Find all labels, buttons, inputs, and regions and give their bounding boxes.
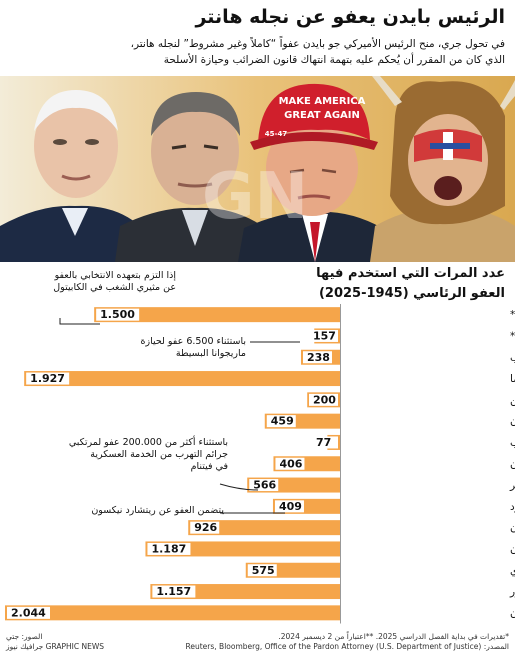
- value-label-box: [309, 393, 338, 406]
- value-label-box: [302, 351, 332, 364]
- value-label: 200: [313, 393, 336, 406]
- value-label-box: [309, 329, 338, 342]
- annotation-leader: [219, 483, 259, 491]
- value-label: 77: [316, 436, 331, 449]
- category-label: دونالد ترامب: [510, 352, 515, 364]
- category-label: دونالد ترامب*: [510, 309, 515, 321]
- watermark-logo: GN: [202, 160, 308, 234]
- chart-heading-line: عدد المرات التي استخدم فيها: [316, 266, 505, 281]
- header-photo-collage: MAKE AMERICA GREAT AGAIN 45-47 GN: [0, 76, 515, 262]
- annotation-line: باستثناء 6.500 عفو لحيازة: [140, 336, 246, 347]
- subtitle: في تحول جري، منح الرئيس الأميركي جو بايد…: [10, 36, 505, 68]
- annotation-line: جرائم التهرب من الخدمة العسكرية: [90, 449, 228, 460]
- hat-text: GREAT AGAIN: [284, 110, 360, 121]
- annotation: إذا التزم بتعهده الانتخابي بالعفو عن مثير…: [6, 270, 176, 294]
- bar: [150, 584, 340, 600]
- value-label: 459: [271, 415, 294, 428]
- value-label: 157: [313, 329, 336, 342]
- annotation-line: ماريجوانا البسيطة: [175, 348, 246, 359]
- bar: [94, 307, 341, 323]
- category-label: جون أف. كينيدي: [510, 563, 515, 577]
- source-line: المصدر: Reuters, Bloomberg, Office of th…: [185, 642, 510, 651]
- hat-text: MAKE AMERICA: [279, 96, 366, 107]
- value-label-box: [249, 479, 279, 492]
- category-label: جورج بوش الأب: [510, 436, 515, 449]
- value-label-box: [266, 415, 296, 428]
- category-label: بيل كلينتون: [510, 416, 515, 428]
- category-label: جيمي كارتر: [509, 480, 515, 492]
- portrait-hunter: [115, 92, 270, 262]
- value-label: 575: [252, 564, 275, 577]
- category-label: جيرالد فورد: [510, 501, 515, 513]
- source-note: *تقديرات في بداية الفصل الدراسي 2025. **…: [179, 632, 510, 652]
- bar: [24, 371, 341, 387]
- photo-credit: الصور: جتي: [6, 632, 43, 641]
- value-label: 238: [307, 351, 330, 364]
- annotation-line: يتضمن العفو عن ريتشارد نيكسون: [91, 505, 224, 516]
- value-label: 1.927: [30, 372, 65, 385]
- annotation: يتضمن العفو عن ريتشارد نيكسون: [44, 505, 224, 517]
- annotation-line: باستثناء أكثر من 200.000 عفو لمرتكبي: [68, 437, 228, 448]
- value-label: 926: [194, 521, 217, 534]
- hat-text: 45-47: [265, 130, 288, 138]
- value-label: 1.187: [151, 542, 186, 555]
- annotation-line: إذا التزم بتعهده الانتخابي بالعفو: [54, 270, 176, 281]
- portrait-trump: MAKE AMERICA GREAT AGAIN 45-47: [238, 83, 388, 262]
- value-label-box: [7, 606, 50, 619]
- credit-note: الصور: جتي GRAPHIC NEWS جرافيك نيوز: [6, 632, 176, 652]
- category-label: جو بايدن**: [510, 330, 515, 342]
- chart-heading-line: العفو الرئاسي (1945-2025): [318, 286, 505, 301]
- value-label-box: [26, 372, 70, 385]
- portrait-biden: [0, 90, 140, 262]
- annotation-line: في فيتنام: [190, 461, 228, 472]
- publisher-credit: GRAPHIC NEWS جرافيك نيوز: [6, 642, 105, 651]
- value-label: 1.500: [100, 308, 135, 321]
- value-label-box: [147, 542, 191, 555]
- category-label: رونالد ريغان: [510, 458, 515, 470]
- value-label-box: [312, 436, 338, 449]
- portrait-capitol-rioter: [370, 76, 515, 262]
- value-label: 406: [279, 457, 302, 470]
- value-label-box: [274, 500, 304, 513]
- value-label-box: [275, 457, 305, 470]
- category-label: ليندون جونسون: [510, 543, 515, 555]
- subtitle-line: الذي كان من المقرر أن يُحكم عليه بتهمة ا…: [163, 54, 505, 66]
- annotation-line: عن مثيري الشغب في الكابيتول: [53, 282, 176, 293]
- category-label: دوايت د. أيزنهاور: [509, 584, 515, 598]
- value-label-box: [190, 521, 220, 534]
- value-label-box: [247, 564, 277, 577]
- value-label: 409: [279, 500, 302, 513]
- bar: [188, 520, 340, 536]
- bar: [145, 541, 340, 557]
- chart-title: الرئيس بايدن يعفو عن نجله هانتر: [195, 6, 505, 28]
- chart-heading: عدد المرات التي استخدم فيها العفو الرئاس…: [295, 264, 505, 304]
- annotation-leader: [59, 318, 100, 325]
- value-label-box: [96, 308, 140, 321]
- footnote: *تقديرات في بداية الفصل الدراسي 2025. **…: [278, 632, 509, 641]
- category-label: هاري س. ترومان: [510, 607, 515, 619]
- bar: [5, 605, 340, 621]
- annotation: باستثناء 6.500 عفو لحيازة ماريجوانا البسي…: [96, 336, 246, 360]
- category-label: باراك أوباما: [510, 371, 515, 385]
- pardons-bar-chart: 1.500 دونالد ترامب* 157 جو بايدن** 238 دونالد…: [5, 304, 515, 624]
- annotation: باستثناء أكثر من 200.000 عفو لمرتكبي جرائ…: [28, 437, 228, 473]
- category-label: ريتشارد نيكسون: [510, 522, 515, 534]
- category-label: جورج بوش الإبن: [510, 394, 515, 406]
- value-label: 566: [253, 479, 276, 492]
- subtitle-line: في تحول جري، منح الرئيس الأميركي جو بايد…: [130, 38, 505, 50]
- value-label: 1.157: [156, 585, 191, 598]
- value-label: 2.044: [11, 606, 46, 619]
- value-label-box: [152, 585, 196, 598]
